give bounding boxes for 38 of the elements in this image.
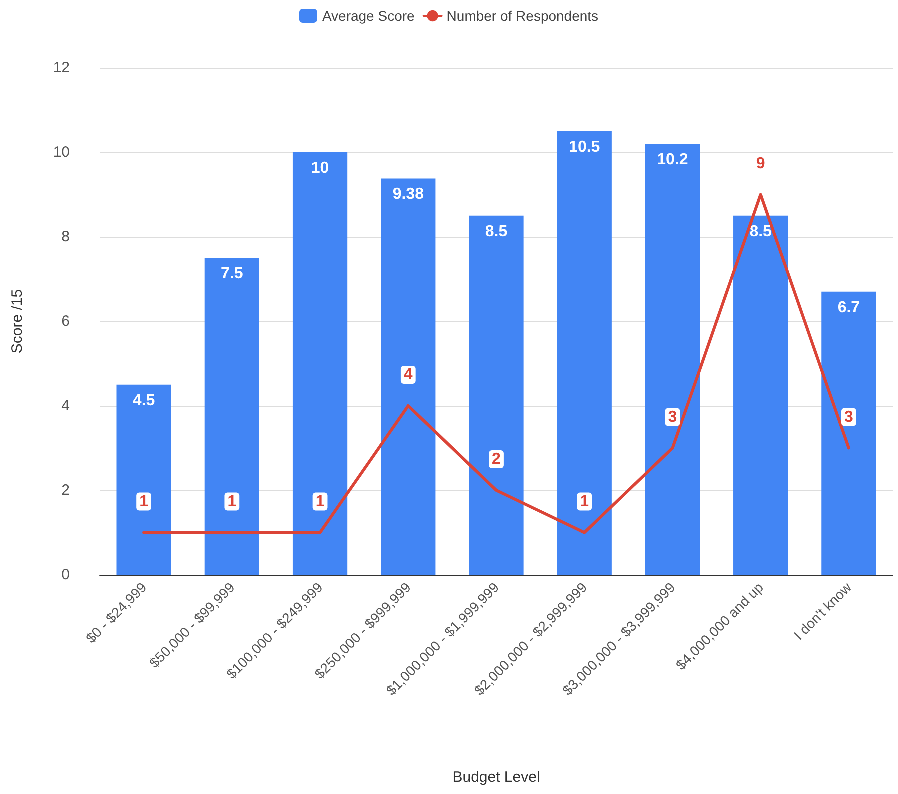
y-tick-label: 4	[62, 398, 70, 414]
data-label: 4	[404, 366, 413, 384]
x-axis-title: Budget Level	[452, 769, 540, 786]
data-label: 7.5	[221, 266, 244, 283]
y-axis-title: Score /15	[9, 289, 26, 354]
bar	[381, 178, 436, 575]
data-label: 2	[492, 451, 502, 468]
bar	[469, 216, 524, 575]
data-label: 1	[228, 493, 237, 510]
data-label: 4.5	[132, 392, 156, 410]
bar	[204, 258, 260, 575]
bar	[116, 384, 172, 575]
data-label: 1	[140, 493, 149, 510]
data-label: 10.2	[657, 152, 688, 169]
bar	[645, 144, 700, 575]
bar	[292, 152, 348, 575]
data-label: 10.5	[569, 138, 600, 156]
data-label: 8.5	[485, 223, 508, 240]
data-label: 9	[756, 155, 766, 172]
data-label: 8.5	[750, 223, 772, 240]
bar	[822, 292, 876, 575]
y-tick-label: 8	[62, 228, 70, 246]
y-tick-label: 6	[62, 313, 70, 330]
y-tick-label: 12	[53, 60, 70, 76]
data-label: 3	[668, 408, 678, 426]
data-label: 1	[580, 493, 590, 510]
y-tick-label: 2	[62, 482, 70, 499]
data-label: 6.7	[838, 299, 860, 316]
data-label: 3	[844, 408, 854, 426]
y-tick-label: 10	[53, 144, 70, 161]
data-label: 9.38	[392, 186, 424, 204]
legend-label: Average Score	[322, 8, 416, 24]
bar	[557, 131, 612, 575]
data-label: 1	[316, 493, 325, 510]
bar	[734, 216, 788, 575]
y-tick-label: 0	[62, 566, 70, 584]
legend-label: Number of Respondents	[446, 8, 599, 24]
data-label: 10	[311, 160, 330, 177]
